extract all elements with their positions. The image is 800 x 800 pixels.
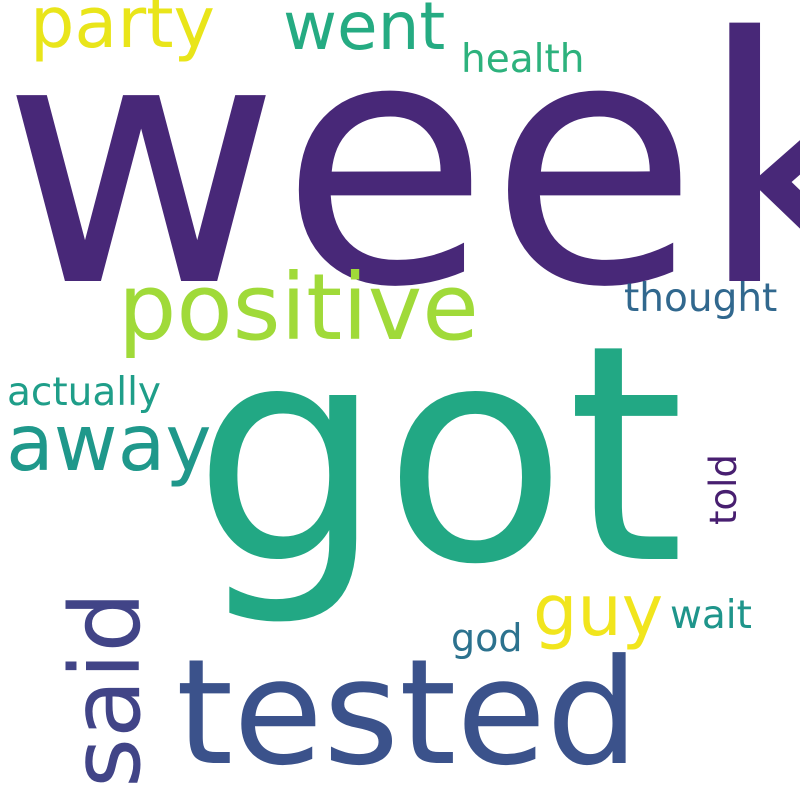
word-thought: thought — [624, 276, 778, 321]
word-god: god — [451, 616, 523, 660]
word-week: week — [2, 0, 800, 362]
word-party: party — [30, 0, 215, 64]
word-health: health — [461, 37, 585, 82]
word-got: got — [193, 281, 685, 630]
word-wait: wait — [670, 593, 752, 638]
word-positive: positive — [118, 254, 479, 361]
word-tested: tested — [176, 628, 639, 798]
word-guy: guy — [533, 570, 664, 652]
word-said: said — [50, 591, 162, 788]
word-went: went — [283, 0, 446, 65]
word-told: told — [702, 454, 745, 525]
word-away: away — [6, 399, 212, 489]
word-actually: actually — [7, 370, 162, 415]
